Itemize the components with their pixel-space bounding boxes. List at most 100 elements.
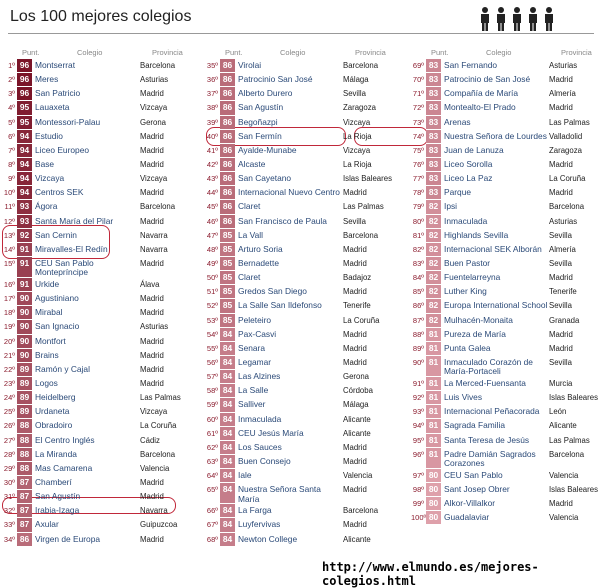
score: 81 xyxy=(426,391,441,406)
rank: 76º xyxy=(412,159,424,169)
rank: 44º xyxy=(206,188,218,198)
score: 81 xyxy=(426,341,441,356)
province: Islas Baleares xyxy=(343,174,392,184)
rank: 4º xyxy=(8,103,15,113)
score: 88 xyxy=(17,419,32,434)
school-name: Punta Galea xyxy=(444,342,491,353)
school-row: 15º 91 CEU San Pablo Montepríncipe Madrid xyxy=(2,256,202,278)
school-name: Montessori-Palau xyxy=(35,116,101,127)
province: Murcia xyxy=(549,378,573,388)
score: 84 xyxy=(220,440,235,455)
score: 89 xyxy=(17,405,32,420)
school-name: Nuestra Señora Santa María xyxy=(238,484,321,504)
score: 85 xyxy=(220,313,235,328)
rank: 77º xyxy=(412,174,424,184)
province: Barcelona xyxy=(140,61,176,70)
score: 84 xyxy=(220,469,235,484)
score: 88 xyxy=(17,433,32,448)
school-row: 4º 95 Lauaxeta Vizcaya xyxy=(2,101,202,116)
school-name: Mas Camarena xyxy=(35,462,93,473)
school-name: Ayalde-Munabe xyxy=(238,144,297,155)
school-row: 89º 81 Punta Galea Madrid xyxy=(411,341,599,356)
score: 88 xyxy=(17,461,32,476)
rank: 96º xyxy=(412,449,424,459)
province: Madrid xyxy=(343,329,367,339)
score: 84 xyxy=(220,518,235,533)
score: 85 xyxy=(220,228,235,243)
school-name: Newton College xyxy=(238,533,298,544)
score: 81 xyxy=(426,355,441,377)
score: 84 xyxy=(220,341,235,356)
rank: 97º xyxy=(412,470,424,480)
school-name: Nuestra Señora de Lourdes xyxy=(444,130,547,141)
province: Vizcaya xyxy=(140,407,168,417)
score: 84 xyxy=(220,426,235,441)
score: 90 xyxy=(17,334,32,349)
score: 90 xyxy=(17,320,32,335)
school-name: CEU San Pablo xyxy=(444,469,503,480)
school-row: 77º 83 Liceo La Paz La Coruña xyxy=(411,172,599,187)
school-row: 16º 91 Urkide Álava xyxy=(2,277,202,293)
school-row: 27º 88 El Centro Inglés Cádiz xyxy=(2,433,202,448)
header-cell: Punt. xyxy=(22,48,40,57)
province: León xyxy=(549,407,567,417)
score: 86 xyxy=(220,115,235,130)
rank: 95º xyxy=(412,435,424,445)
column: Punt. Colegio Provincia 35º 86 Virolai Barcelo… xyxy=(205,46,405,547)
school-name: La Farga xyxy=(238,505,272,516)
rank: 57º xyxy=(206,372,218,382)
province: La Rioja xyxy=(343,159,372,169)
score: 94 xyxy=(17,157,32,173)
school-name: Arturo Soria xyxy=(238,243,283,254)
school-name: Centros SEK xyxy=(35,187,84,198)
rank: 45º xyxy=(206,202,218,212)
score: 94 xyxy=(17,186,32,201)
school-row: 98º 80 Sant Josep Obrer Islas Baleares xyxy=(411,482,599,497)
school-name: Inmaculada xyxy=(238,413,282,424)
school-row: 17º 90 Agustiniano Madrid xyxy=(2,292,202,307)
score: 84 xyxy=(220,504,235,519)
score: 81 xyxy=(426,433,441,448)
school-name: Parque xyxy=(444,187,472,198)
school-row: 21º 90 Brains Madrid xyxy=(2,348,202,363)
school-name: La Vall xyxy=(238,229,263,240)
school-row: 23º 89 Logos Madrid xyxy=(2,376,202,392)
rank: 88º xyxy=(412,329,424,339)
school-row: 81º 82 Highlands Sevilla Sevilla xyxy=(411,228,599,243)
rank: 6º xyxy=(8,131,15,141)
province: Madrid xyxy=(140,258,164,268)
rank: 8º xyxy=(8,159,15,169)
column: Punt. Colegio Provincia 1º 96 Montserrat Barce… xyxy=(2,46,202,547)
school-row: 22º 89 Ramón y Cajal Madrid xyxy=(2,362,202,377)
rank: 86º xyxy=(412,301,424,311)
province: Barcelona xyxy=(343,61,379,70)
rank: 42º xyxy=(206,159,218,169)
rank: 49º xyxy=(206,258,218,268)
province: Tenerife xyxy=(549,287,577,297)
school-row: 5º 95 Montessori-Palau Gerona xyxy=(2,115,202,130)
province: Sevilla xyxy=(549,230,572,240)
school-name: San Fermín xyxy=(238,130,282,141)
rank: 84º xyxy=(412,273,424,283)
rank: 67º xyxy=(206,520,218,530)
score: 86 xyxy=(220,172,235,187)
score: 82 xyxy=(426,271,441,286)
rank: 71º xyxy=(412,89,424,99)
province: Madrid xyxy=(343,258,367,268)
rank: 39º xyxy=(206,117,218,127)
school-row: 96º 81 Padre Damián Sagrados Corazones Barc… xyxy=(411,447,599,469)
score: 84 xyxy=(220,483,235,505)
province: Sevilla xyxy=(343,216,366,226)
school-row: 35º 86 Virolai Barcelona xyxy=(205,59,405,74)
school-name: CEU Jesús María xyxy=(238,427,304,438)
school-row: 55º 84 Senara Madrid xyxy=(205,341,405,356)
school-row: 25º 89 Urdaneta Vizcaya xyxy=(2,405,202,420)
province: Barcelona xyxy=(140,449,176,459)
header-cell: Provincia xyxy=(355,48,386,57)
province: Vizcaya xyxy=(140,103,168,113)
school-name: Virolai xyxy=(238,60,262,70)
province: Madrid xyxy=(343,442,367,452)
rank: 16º xyxy=(3,279,15,289)
school-row: 100º 80 Guadalaviar Valencia xyxy=(411,511,599,526)
rank: 19º xyxy=(3,322,15,332)
